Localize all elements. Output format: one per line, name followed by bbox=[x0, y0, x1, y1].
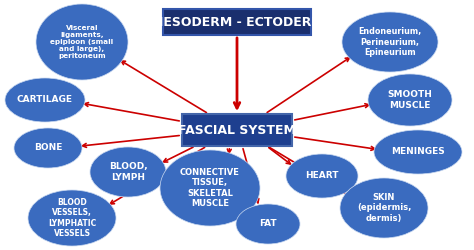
Text: Endoneurium,
Perineurium,
Epineurium: Endoneurium, Perineurium, Epineurium bbox=[358, 27, 422, 57]
Text: HEART: HEART bbox=[305, 172, 339, 180]
Text: MENINGES: MENINGES bbox=[391, 148, 445, 156]
Ellipse shape bbox=[286, 154, 358, 198]
Ellipse shape bbox=[342, 12, 438, 72]
Text: BLOOD
VESSELS,
LYMPHATIC
VESSELS: BLOOD VESSELS, LYMPHATIC VESSELS bbox=[48, 198, 96, 238]
Text: FAT: FAT bbox=[259, 220, 277, 228]
Ellipse shape bbox=[340, 178, 428, 238]
Text: SKIN
(epidermis,
dermis): SKIN (epidermis, dermis) bbox=[357, 193, 411, 223]
Ellipse shape bbox=[5, 78, 85, 122]
Ellipse shape bbox=[236, 204, 300, 244]
Ellipse shape bbox=[374, 130, 462, 174]
Ellipse shape bbox=[14, 128, 82, 168]
Text: SMOOTH
MUSCLE: SMOOTH MUSCLE bbox=[388, 90, 432, 110]
Text: FASCIAL SYSTEM: FASCIAL SYSTEM bbox=[178, 124, 296, 136]
Text: Visceral
ligaments,
epiploon (small
and large),
peritoneum: Visceral ligaments, epiploon (small and … bbox=[50, 25, 114, 59]
Text: BONE: BONE bbox=[34, 144, 62, 152]
Ellipse shape bbox=[160, 150, 260, 226]
Text: BLOOD,
LYMPH: BLOOD, LYMPH bbox=[109, 162, 147, 182]
Ellipse shape bbox=[36, 4, 128, 80]
FancyBboxPatch shape bbox=[163, 9, 311, 35]
Text: CONNECTIVE
TISSUE,
SKELETAL
MUSCLE: CONNECTIVE TISSUE, SKELETAL MUSCLE bbox=[180, 168, 240, 208]
Text: MESODERM - ECTODERM: MESODERM - ECTODERM bbox=[151, 16, 323, 28]
Ellipse shape bbox=[368, 74, 452, 126]
Ellipse shape bbox=[90, 147, 166, 197]
Ellipse shape bbox=[28, 190, 116, 246]
FancyBboxPatch shape bbox=[182, 114, 292, 146]
Text: CARTILAGE: CARTILAGE bbox=[17, 96, 73, 104]
